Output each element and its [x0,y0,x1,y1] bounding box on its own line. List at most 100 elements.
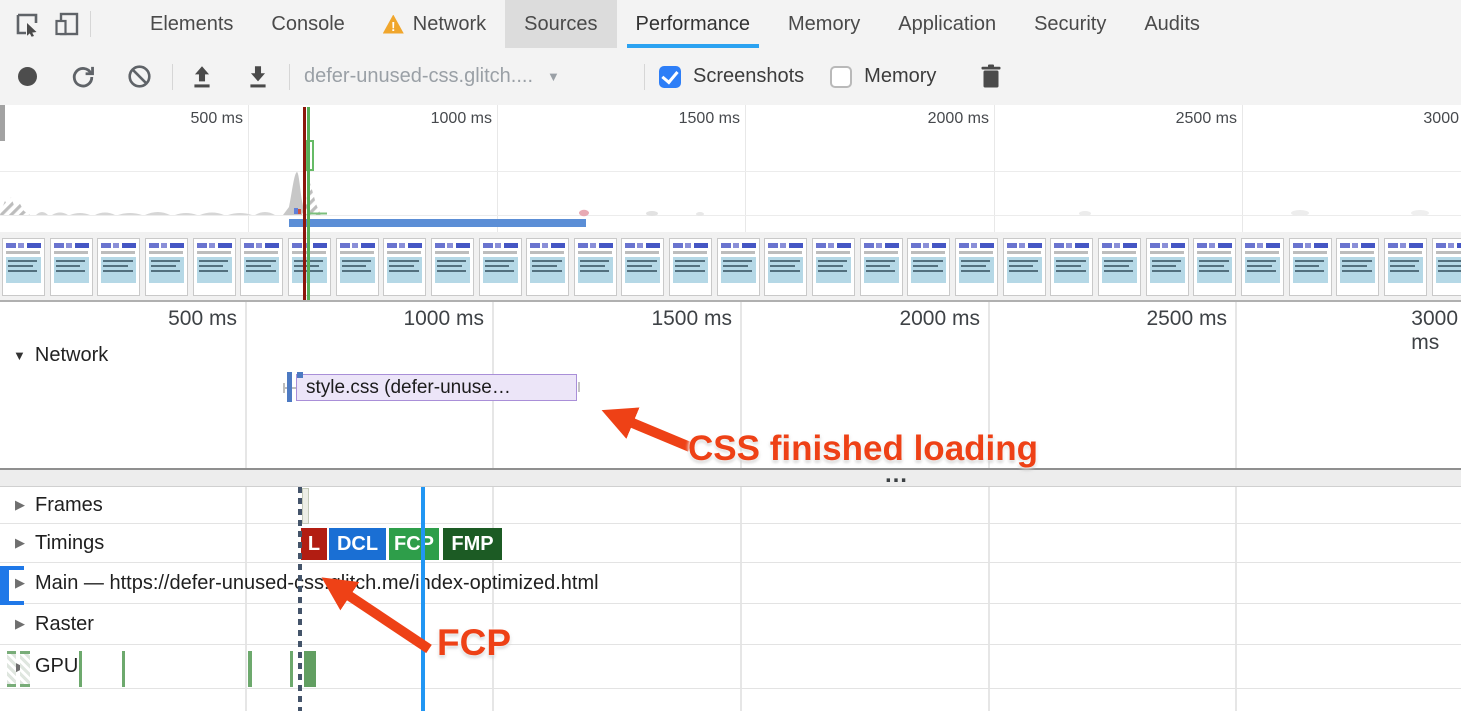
screenshot-thumbnail[interactable] [1097,238,1141,296]
network-section-header[interactable]: ▼ Network [13,344,108,367]
chevron-collapsed-icon[interactable]: ▶ [15,497,25,512]
screenshot-thumbnail[interactable] [764,238,808,296]
track-label-gpu: GPU [35,655,79,677]
tab-label: Network [412,12,487,35]
screenshot-thumbnail[interactable] [955,238,998,296]
memory-checkbox-label[interactable]: Memory [864,65,937,87]
playhead-line [421,487,425,711]
overview-load-marker-line [303,107,306,232]
screenshot-thumbnail[interactable] [478,238,522,296]
tab-sources[interactable]: Sources [505,0,617,48]
network-request-label: style.css (defer-unuse… [306,376,511,398]
tab-console[interactable]: Console [252,0,363,48]
track-row-timings[interactable]: ▶ Timings [0,524,1461,563]
screenshot-thumbnail[interactable] [2,238,45,296]
clear-recording-button[interactable] [124,62,154,92]
record-button[interactable] [12,62,42,92]
screenshot-thumbnail[interactable] [812,238,856,296]
network-request-bar[interactable]: style.css (defer-unuse… [296,374,577,401]
tab-audits[interactable]: Audits [1125,0,1219,48]
devtools-tabbar: Elements Console! Network Sources Performanc… [0,0,1461,49]
screenshot-thumbnail[interactable] [907,238,951,296]
screenshots-checkbox-label[interactable]: Screenshots [693,65,805,87]
screenshot-thumbnail[interactable] [1145,238,1189,296]
screenshot-thumbnail[interactable] [1050,238,1094,296]
memory-checkbox[interactable] [830,65,853,88]
gridline [988,487,990,711]
track-row-raster[interactable]: ▶ Raster [0,604,1461,645]
timing-marker-l[interactable]: L [301,528,327,560]
performance-toolbar: defer-unused-css.glitch.... ▼ Screenshot… [0,48,1461,106]
pane-resize-handle[interactable]: … [0,461,1461,488]
screenshot-thumbnail[interactable] [383,238,427,296]
ruler-label: 2000 ms [927,110,989,127]
gridline [497,105,498,232]
screenshot-thumbnail[interactable] [1002,238,1046,296]
screenshot-thumbnail[interactable] [192,238,236,296]
gpu-activity-bar [79,651,82,687]
toolbar-separator [289,63,290,90]
reload-and-record-button[interactable] [68,62,98,92]
screenshot-thumbnail[interactable] [1240,238,1284,296]
collapsed-tracks-ellipsis[interactable]: … [884,461,910,488]
gridline [740,302,742,468]
tab-elements[interactable]: Elements [131,0,252,48]
screenshot-thumbnail[interactable] [1383,238,1427,296]
screenshot-thumbnail[interactable] [621,238,665,296]
chevron-collapsed-icon[interactable]: ▶ [15,616,25,631]
tab-memory[interactable]: Memory [769,0,879,48]
chevron-collapsed-icon[interactable]: ▶ [15,535,25,550]
device-toolbar-icon[interactable] [54,11,80,37]
garbage-collect-button[interactable] [976,62,1006,92]
tab-security[interactable]: Security [1015,0,1125,48]
ruler-label: 1000 ms [403,307,484,330]
chevron-expanded-icon[interactable]: ▼ [13,348,26,363]
timeline-overview[interactable]: 500 ms 1000 ms 1500 ms 2000 ms 2500 ms 3000 [0,105,1461,232]
screenshot-thumbnail[interactable] [1336,238,1380,296]
track-row-main[interactable]: ▶ Main — https://defer-unused-css.glitch… [0,563,1461,604]
inspect-element-icon[interactable] [14,11,40,37]
load-profile-button[interactable] [187,62,217,92]
warning-icon: ! [382,14,404,34]
tab-performance[interactable]: Performance [617,0,770,48]
save-profile-button[interactable] [243,62,273,92]
overview-left-handle[interactable] [0,105,5,141]
screenshot-thumbnail[interactable] [1431,238,1461,296]
record-icon [17,67,37,86]
selected-profile-label: defer-unused-css.glitch.... [304,65,533,87]
profile-history-select[interactable]: defer-unused-css.glitch.... ▼ [304,65,624,88]
screenshot-thumbnail[interactable] [573,238,617,296]
screenshot-thumbnail[interactable] [335,238,379,296]
screenshot-thumbnail[interactable] [144,238,188,296]
track-row-gpu[interactable]: ▶ GPU [0,645,1461,689]
timing-marker-fcp[interactable]: FCP [389,528,439,560]
screenshot-thumbnail[interactable] [49,238,93,296]
tab-network[interactable]: ! Network [364,0,505,48]
screenshot-thumbnail[interactable] [430,238,474,296]
gridline [994,105,995,232]
block-icon [127,65,151,88]
screenshot-thumbnail[interactable] [669,238,713,296]
screenshot-thumbnail[interactable] [716,238,760,296]
reload-icon [72,66,94,87]
screenshots-checkbox[interactable] [659,65,681,88]
screenshot-thumbnail[interactable] [526,238,570,296]
tab-application[interactable]: Application [879,0,1015,48]
tab-label: Performance [635,12,751,35]
tab-label: Memory [788,12,861,35]
timing-marker-dcl[interactable]: DCL [329,528,386,560]
gridline [988,302,990,468]
panel-tabs: Elements Console! Network Sources Performanc… [131,0,1219,48]
screenshot-thumbnail[interactable] [859,238,903,296]
request-end-tick [578,382,580,392]
flamechart-pane: ▶ Frames ▶ Timings ▶ Main — https://defe… [0,487,1461,711]
screenshot-thumbnail[interactable] [97,238,141,296]
timing-marker-fmp[interactable]: FMP [443,528,502,560]
screenshot-thumbnail[interactable] [1193,238,1237,296]
screenshot-thumbnail[interactable] [1288,238,1332,296]
gpu-activity-bar [304,651,316,687]
upload-arrow-icon [194,66,210,88]
screenshot-thumbnail[interactable] [240,238,284,296]
track-row-frames[interactable]: ▶ Frames [0,487,1461,524]
chevron-collapsed-icon[interactable]: ▶ [15,575,25,590]
